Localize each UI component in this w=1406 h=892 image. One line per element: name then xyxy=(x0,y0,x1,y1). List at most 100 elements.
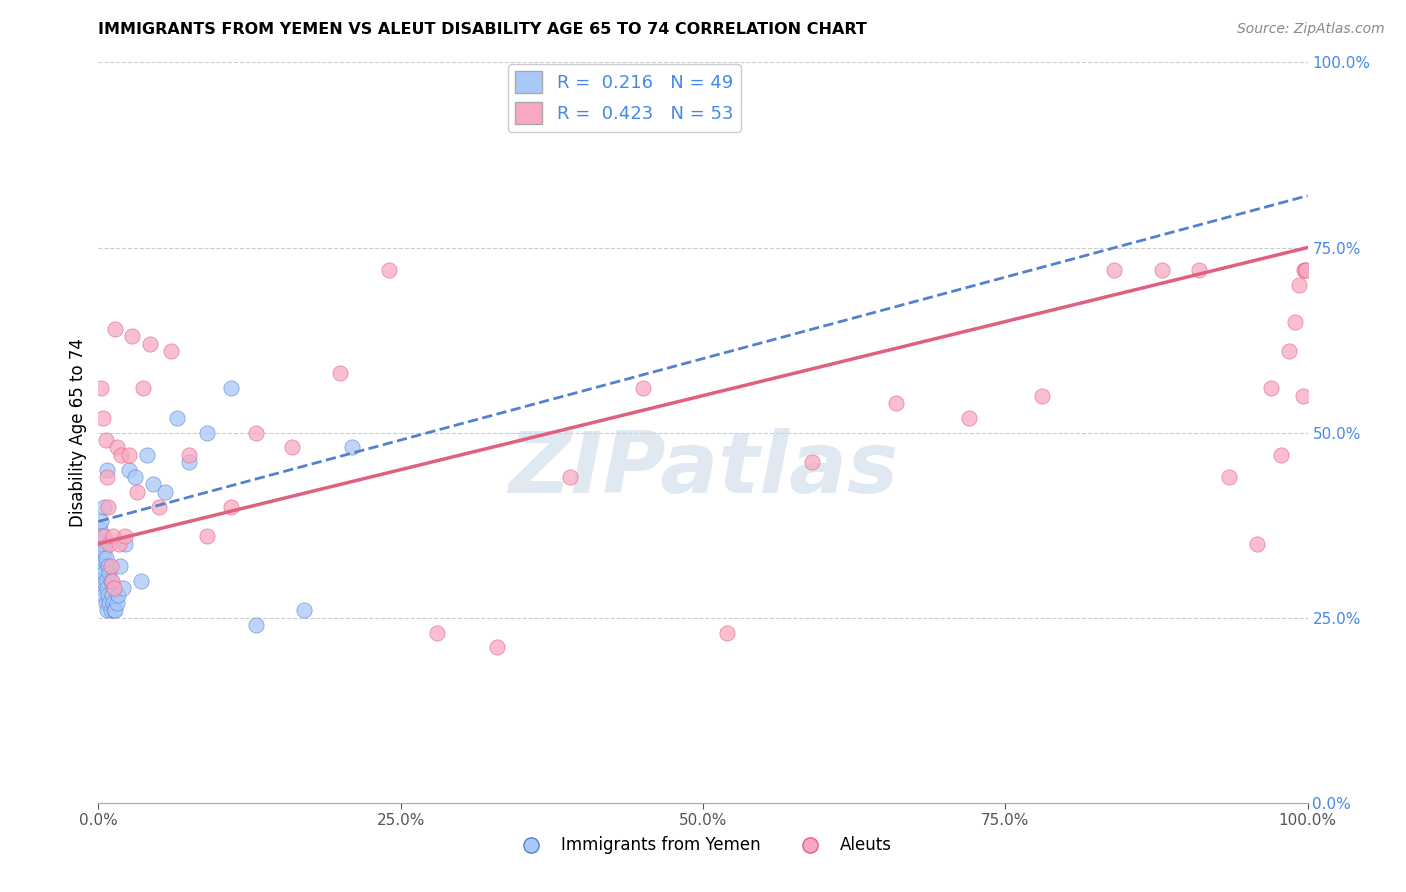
Point xyxy=(93,566,115,581)
Point xyxy=(104,322,127,336)
Point xyxy=(129,574,152,588)
Point xyxy=(153,484,176,499)
Legend: Immigrants from Yemen, Aleuts: Immigrants from Yemen, Aleuts xyxy=(508,830,898,861)
Point xyxy=(342,441,364,455)
Point xyxy=(631,381,654,395)
Point xyxy=(329,367,352,381)
Point xyxy=(1292,388,1315,402)
Point xyxy=(148,500,170,514)
Point xyxy=(292,603,315,617)
Point xyxy=(96,603,118,617)
Point xyxy=(800,455,823,469)
Point xyxy=(114,536,136,550)
Point xyxy=(93,544,115,558)
Point xyxy=(94,433,117,447)
Point xyxy=(100,603,122,617)
Point xyxy=(221,500,243,514)
Point xyxy=(245,425,267,440)
Point xyxy=(281,441,304,455)
Y-axis label: Disability Age 65 to 74: Disability Age 65 to 74 xyxy=(69,338,87,527)
Text: ZIPatlas: ZIPatlas xyxy=(508,428,898,511)
Point xyxy=(142,477,165,491)
Point xyxy=(93,589,115,603)
Point xyxy=(89,522,111,536)
Point xyxy=(1288,277,1310,292)
Point xyxy=(716,625,738,640)
Point xyxy=(93,500,115,514)
Point xyxy=(89,558,111,573)
Point xyxy=(558,470,581,484)
Point xyxy=(1188,262,1211,277)
Point xyxy=(96,470,118,484)
Point xyxy=(1284,314,1306,328)
Point xyxy=(1295,262,1317,277)
Point xyxy=(1292,262,1315,277)
Point xyxy=(98,596,121,610)
Point xyxy=(97,589,120,603)
Point xyxy=(91,529,114,543)
Point xyxy=(96,581,118,595)
Point xyxy=(195,529,218,543)
Point xyxy=(957,410,980,425)
Point xyxy=(94,551,117,566)
Point xyxy=(1102,262,1125,277)
Point xyxy=(90,544,112,558)
Point xyxy=(100,574,122,588)
Point xyxy=(1278,344,1301,359)
Point xyxy=(90,381,112,395)
Point xyxy=(179,455,201,469)
Point xyxy=(118,462,141,476)
Point xyxy=(139,336,162,351)
Point xyxy=(886,396,908,410)
Point xyxy=(91,536,114,550)
Point xyxy=(94,574,117,588)
Point xyxy=(114,529,136,543)
Point xyxy=(98,566,121,581)
Point xyxy=(1152,262,1174,277)
Point xyxy=(105,596,128,610)
Point xyxy=(91,410,114,425)
Point xyxy=(1260,381,1282,395)
Point xyxy=(245,618,267,632)
Point xyxy=(111,581,134,595)
Text: IMMIGRANTS FROM YEMEN VS ALEUT DISABILITY AGE 65 TO 74 CORRELATION CHART: IMMIGRANTS FROM YEMEN VS ALEUT DISABILIT… xyxy=(98,22,868,37)
Point xyxy=(1246,536,1268,550)
Point xyxy=(124,470,146,484)
Point xyxy=(91,581,114,595)
Point xyxy=(103,603,125,617)
Point xyxy=(1294,262,1316,277)
Point xyxy=(121,329,143,343)
Point xyxy=(94,596,117,610)
Point xyxy=(100,589,122,603)
Point xyxy=(91,574,114,588)
Point xyxy=(97,500,120,514)
Point xyxy=(426,625,449,640)
Point xyxy=(90,515,112,529)
Point xyxy=(104,603,127,617)
Point xyxy=(127,484,149,499)
Point xyxy=(1270,448,1292,462)
Point xyxy=(179,448,201,462)
Point xyxy=(118,448,141,462)
Point xyxy=(93,529,115,543)
Point xyxy=(108,536,131,550)
Point xyxy=(107,589,129,603)
Point xyxy=(100,558,122,573)
Point xyxy=(221,381,243,395)
Point xyxy=(135,448,157,462)
Point xyxy=(91,551,114,566)
Point xyxy=(96,462,118,476)
Point xyxy=(166,410,188,425)
Point xyxy=(110,448,132,462)
Point xyxy=(195,425,218,440)
Point xyxy=(103,581,125,595)
Point xyxy=(160,344,183,359)
Point xyxy=(98,536,121,550)
Point xyxy=(101,596,124,610)
Point xyxy=(1031,388,1053,402)
Point xyxy=(105,441,128,455)
Point xyxy=(108,558,131,573)
Point xyxy=(101,529,124,543)
Point xyxy=(100,574,122,588)
Point xyxy=(91,558,114,573)
